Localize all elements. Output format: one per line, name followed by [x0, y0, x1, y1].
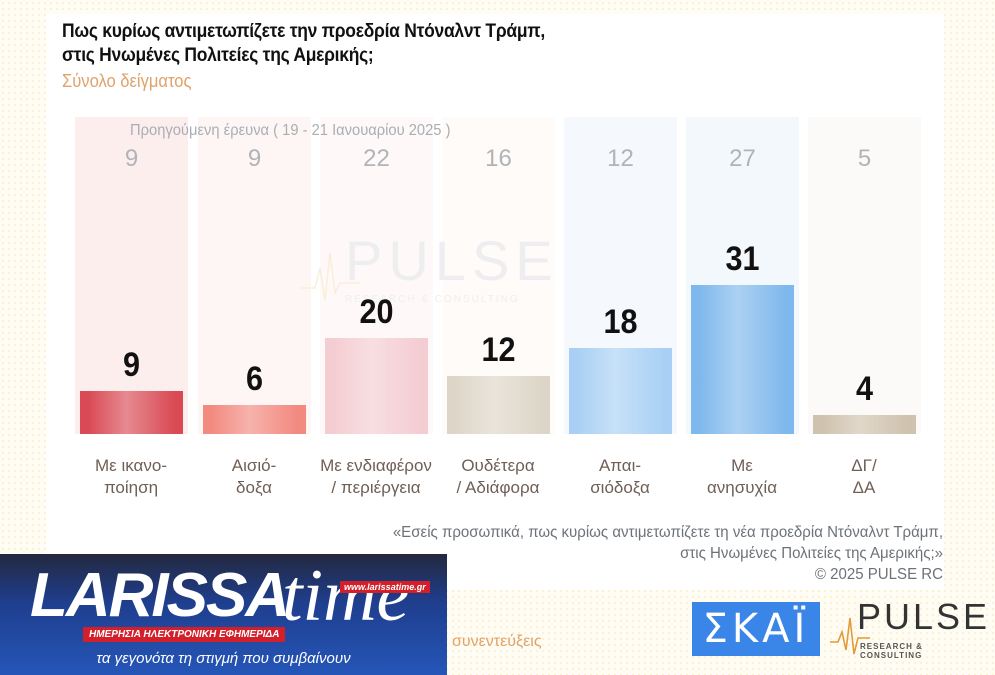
- copyright: © 2025 PULSE RC: [814, 566, 943, 583]
- previous-value: 27: [729, 145, 756, 172]
- interviews-text: συνεντεύξεις: [452, 633, 542, 650]
- bar-value: 6: [245, 360, 264, 398]
- pulse-heartbeat-icon: [300, 252, 360, 301]
- pulse-logo-sub: RESEARCH & CONSULTING: [860, 642, 923, 660]
- pulse-logo: PULSE RESEARCH & CONSULTING: [830, 596, 987, 660]
- title-line-1: Πως κυρίως αντιμετωπίζετε την προεδρία Ν…: [62, 21, 545, 42]
- previous-value: 9: [247, 145, 262, 172]
- title-line-2: στις Ηνωμένες Πολιτείες της Αμερικής;: [62, 45, 374, 66]
- category-label: Ουδέτερα / Αδιάφορα: [456, 456, 540, 497]
- chart-title: Πως κυρίως αντιμετωπίζετε την προεδρία Ν…: [62, 20, 632, 68]
- bar-value: 9: [122, 346, 141, 384]
- bar-value: 12: [481, 331, 516, 369]
- category-label: ΔΓ/ ΔΑ: [851, 456, 877, 497]
- bar: [813, 415, 916, 434]
- previous-value: 16: [485, 145, 512, 172]
- category-label: Αισιό- δοξα: [231, 456, 277, 497]
- larissatime-tagline: τα γεγονότα τη στιγμή που συμβαίνουν: [96, 650, 351, 667]
- bar-value: 18: [603, 303, 638, 341]
- column-background: [198, 117, 311, 434]
- pulse-watermark: PULSE RESEARCH & CONSULTING: [300, 228, 553, 308]
- footnote-line-1: «Εσείς προσωπικά, πως κυρίως αντιμετωπίζ…: [392, 524, 944, 541]
- larissatime-strap: ΗΜΕΡΗΣΙΑ ΗΛΕΚΤΡΟΝΙΚΗ ΕΦΗΜΕΡΙΔΑ: [83, 627, 286, 642]
- previous-value: 22: [363, 145, 390, 172]
- bar: [325, 338, 428, 434]
- larissatime-logo: LARISSA: [30, 561, 290, 630]
- question-footnote: «Εσείς προσωπικά, πως κυρίως αντιμετωπίζ…: [360, 522, 943, 585]
- watermark-word: PULSE: [345, 229, 559, 292]
- column-background: [75, 117, 188, 434]
- chart-subtitle: Σύνολο δείγματος: [62, 71, 192, 91]
- category-label: Με ικανο- ποίηση: [95, 456, 167, 497]
- larissatime-logo-time: time: [282, 555, 410, 637]
- bar: [203, 405, 306, 434]
- bar: [569, 348, 672, 434]
- category-label: Με ενδιαφέρον / περιέργεια: [320, 456, 432, 497]
- category-label: Με ανησυχία: [706, 456, 778, 497]
- pulse-logo-heartbeat-icon: [830, 617, 870, 655]
- previous-survey-label: Προηγούμενη έρευνα ( 19 - 21 Ιανουαρίου …: [130, 122, 451, 139]
- bar: [447, 376, 550, 434]
- larissatime-banner[interactable]: LARISSA time www.larissatime.gr ΗΜΕΡΗΣΙΑ…: [0, 554, 447, 675]
- larissatime-url[interactable]: www.larissatime.gr: [340, 581, 430, 593]
- bar: [80, 391, 183, 434]
- category-label: Απαι- σιόδοξα: [590, 456, 650, 497]
- bar: [691, 285, 794, 434]
- previous-value: 5: [857, 145, 872, 172]
- watermark-sub: RESEARCH & CONSULTING: [345, 294, 520, 305]
- footnote-line-2: στις Ηνωμένες Πολιτείες της Αμερικής;»: [680, 545, 943, 562]
- bar-value: 20: [359, 293, 394, 331]
- previous-value: 9: [124, 145, 139, 172]
- previous-value: 12: [607, 145, 634, 172]
- bar-value: 4: [855, 370, 874, 408]
- pulse-logo-word: PULSE: [857, 596, 991, 637]
- bar-value: 31: [725, 240, 760, 278]
- skai-logo: ΣΚΑΪ: [692, 602, 820, 656]
- column-background: [808, 117, 921, 434]
